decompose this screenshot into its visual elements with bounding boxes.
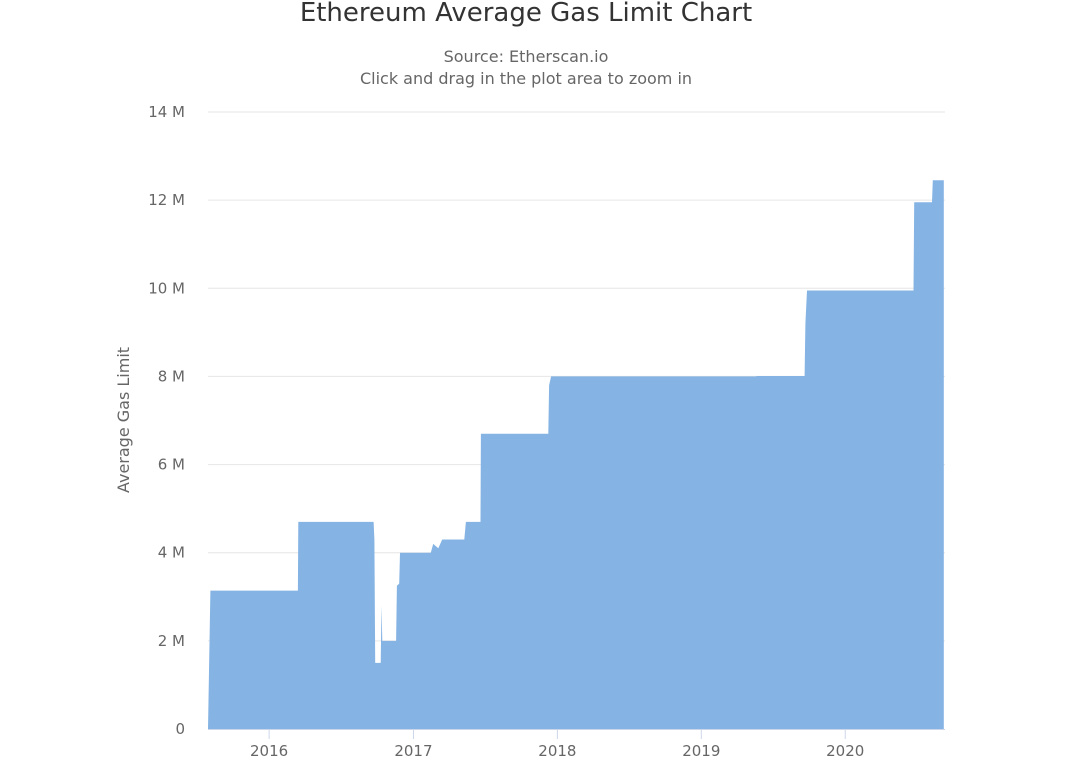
x-tick-label: 2018	[538, 742, 576, 760]
y-tick-label: 2 M	[158, 632, 185, 650]
y-tick-label: 8 M	[158, 367, 185, 385]
plot-area[interactable]	[208, 180, 944, 730]
axis-layer: 0 2 M 4 M 6 M 8 M 10 M 12 M 14 M 2016 2017 2018 201…	[148, 103, 945, 760]
y-axis-title: Average Gas Limit	[114, 347, 133, 493]
x-tick-label: 2016	[250, 742, 288, 760]
y-tick-label: 6 M	[158, 456, 185, 474]
area-series[interactable]	[208, 180, 944, 730]
zoom-hint: Click and drag in the plot area to zoom …	[359, 69, 693, 88]
y-tick-label: 14 M	[148, 103, 185, 121]
x-tick-label: 2020	[826, 742, 864, 760]
y-tick-label: 12 M	[148, 191, 185, 209]
y-tick-label: 4 M	[158, 544, 185, 562]
y-tick-label: 10 M	[148, 279, 185, 297]
source-label: Source: Etherscan.io	[443, 47, 609, 66]
x-tick-label: 2019	[682, 742, 720, 760]
y-tick-label: 0	[175, 720, 185, 738]
chart-title: Ethereum Average Gas Limit Chart	[299, 0, 753, 28]
x-tick-label: 2017	[394, 742, 432, 760]
chart-subtitle: Source: Etherscan.io Click and drag in t…	[0, 46, 1052, 90]
